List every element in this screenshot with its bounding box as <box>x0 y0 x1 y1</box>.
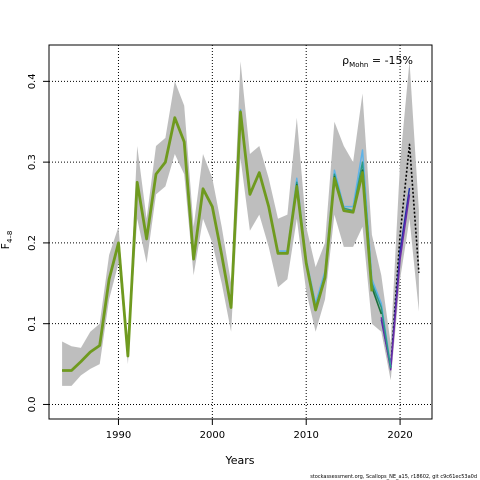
series-line-peel-black <box>389 143 420 369</box>
y-tick-label: 0.2 <box>27 235 38 251</box>
footer-source: stockassessment.org, Scallops_NE_a15, r1… <box>310 474 477 480</box>
x-tick-label: 2010 <box>293 430 318 441</box>
series-layer <box>62 108 420 372</box>
y-axis: 0.0 0.1 0.2 0.3 0.4 <box>27 73 50 413</box>
svg-text:F4–8: F4–8 <box>0 231 14 250</box>
y-tick-label: 0.3 <box>27 154 38 170</box>
x-axis-label: Years <box>224 454 254 467</box>
y-axis-label-sub: 4–8 <box>6 231 14 243</box>
y-tick-label: 0.1 <box>27 316 38 332</box>
x-axis: 1990 2000 2010 2020 <box>106 418 413 441</box>
y-axis-label-main: F <box>0 243 12 249</box>
rho-symbol: ρ <box>342 54 349 67</box>
y-tick-label: 0.0 <box>27 397 38 413</box>
series-line-peel-olive <box>62 110 374 372</box>
y-axis-label: F4–8 <box>0 231 14 250</box>
x-tick-label: 2000 <box>200 430 225 441</box>
rho-subscript: Mohn <box>349 61 368 69</box>
x-tick-label: 1990 <box>106 430 131 441</box>
series-line-peel-purple <box>380 194 411 371</box>
x-tick-label: 2020 <box>387 430 412 441</box>
rho-value: = -15% <box>368 54 413 67</box>
y-tick-label: 0.4 <box>27 73 38 89</box>
mohn-rho-annotation: ρMohn = -15% <box>342 54 413 69</box>
